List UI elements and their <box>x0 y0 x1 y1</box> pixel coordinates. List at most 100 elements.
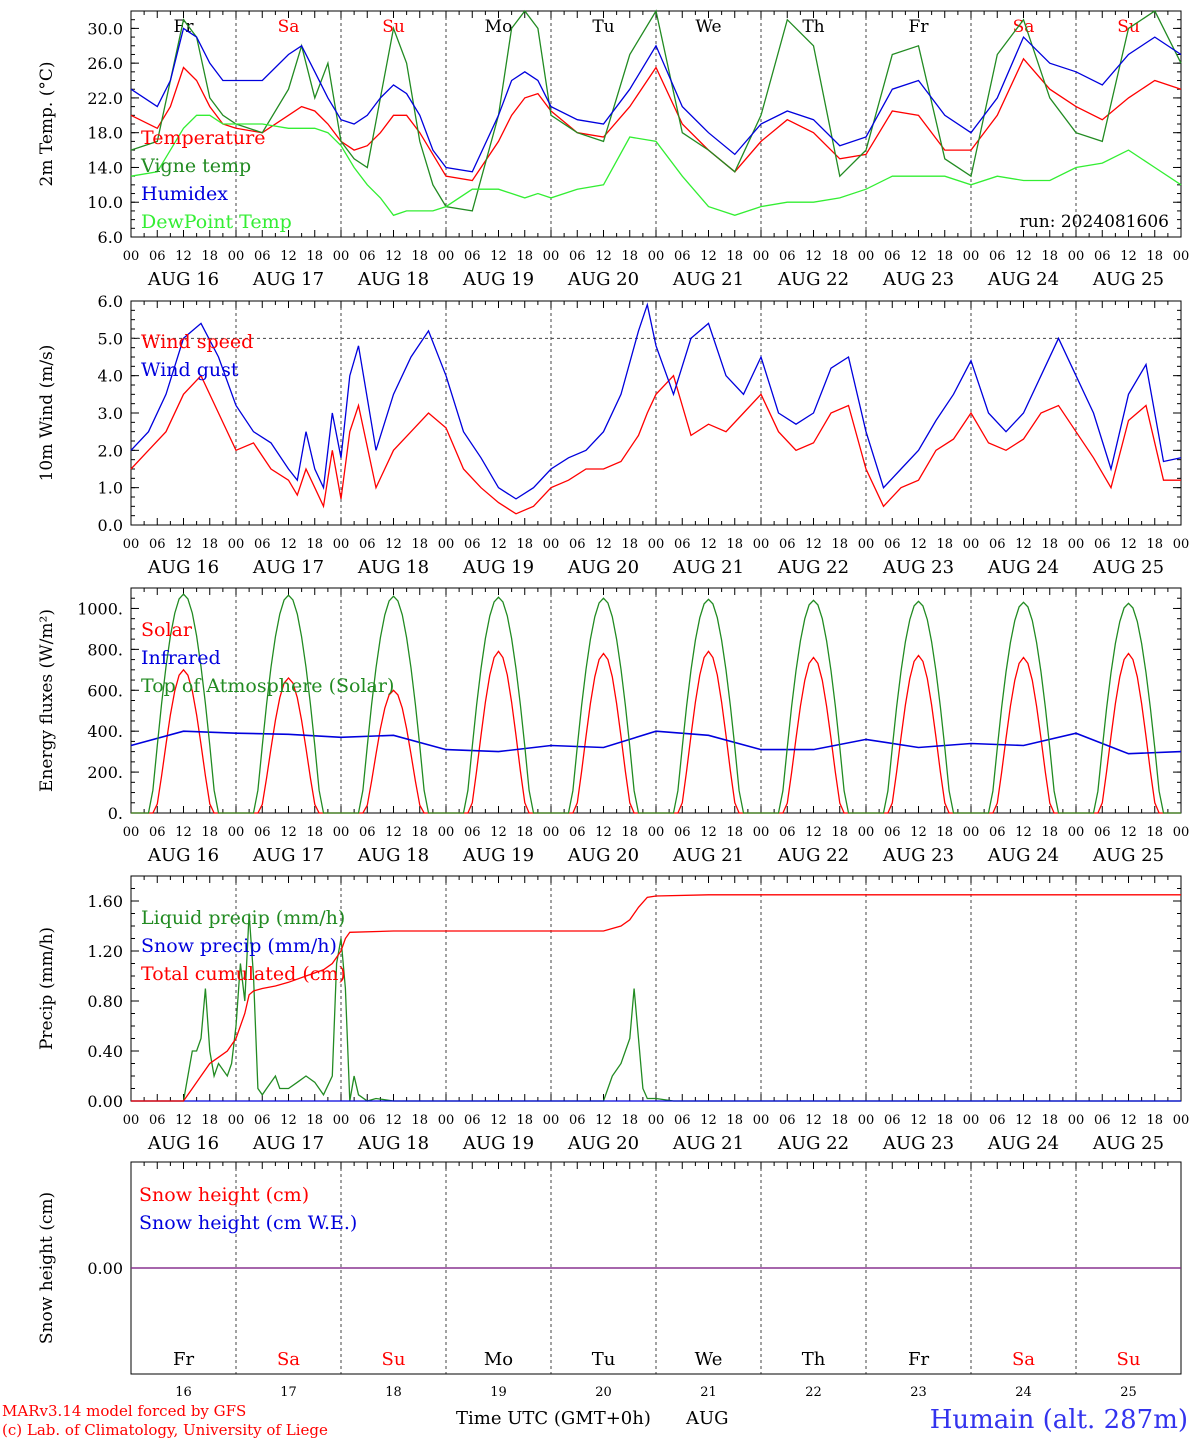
precip-hour-label: 00 <box>753 1113 770 1128</box>
precip-legend-entry: Liquid precip (mm/h) <box>141 907 345 929</box>
energy-hour-label: 00 <box>228 825 245 840</box>
wind-hour-label: 06 <box>884 537 901 552</box>
precip-hour-label: 06 <box>779 1113 796 1128</box>
precip-hour-label: 00 <box>648 1113 665 1128</box>
energy-hour-label: 18 <box>306 825 323 840</box>
energy-hour-label: 06 <box>674 825 691 840</box>
precip-hour-label: 18 <box>621 1113 638 1128</box>
temp-hour-label: 18 <box>1146 249 1163 264</box>
wind-hour-label: 06 <box>254 537 271 552</box>
temp-legend-entry: Vigne temp <box>140 155 251 177</box>
energy-date-label: AUG 23 <box>882 845 954 866</box>
wind-series-wind-gust <box>130 302 1182 500</box>
precip-ytick-label: 1.60 <box>87 892 123 911</box>
temp-hour-label: 00 <box>648 249 665 264</box>
precip-hour-label: 12 <box>385 1113 402 1128</box>
energy-ytick-label: 800. <box>87 640 123 659</box>
energy-hour-label: 06 <box>569 825 586 840</box>
wind-hour-label: 00 <box>648 537 665 552</box>
precip-hour-label: 00 <box>438 1113 455 1128</box>
temp-hour-label: 18 <box>306 249 323 264</box>
wind-date-label: AUG 25 <box>1092 557 1164 578</box>
day-number-label: 21 <box>700 1385 717 1400</box>
x-axis-month: AUG <box>685 1408 729 1429</box>
wind-hour-label: 00 <box>228 537 245 552</box>
day-number-label: 25 <box>1120 1385 1137 1400</box>
energy-date-label: AUG 20 <box>567 845 639 866</box>
wind-hour-label: 06 <box>149 537 166 552</box>
temp-hour-label: 06 <box>254 249 271 264</box>
day-number-label: 19 <box>490 1385 507 1400</box>
panel-energy: 0. 200. 400. 600. 800. 1000. Energy fluxes (W/… <box>37 587 1189 866</box>
precip-ytick-label: 0.00 <box>87 1092 123 1111</box>
temp-legend-entry: Humidex <box>141 183 228 205</box>
precip-hour-label: 12 <box>175 1113 192 1128</box>
snow-weekday-label: Sa <box>1012 1349 1035 1370</box>
energy-ytick-label: 0. <box>108 804 123 823</box>
temp-hour-label: 00 <box>438 249 455 264</box>
energy-hour-label: 18 <box>1041 825 1058 840</box>
wind-hour-label: 18 <box>306 537 323 552</box>
precip-hour-label: 00 <box>228 1113 245 1128</box>
temp-date-label: AUG 20 <box>567 269 639 290</box>
precip-date-label: AUG 21 <box>672 1133 744 1154</box>
energy-hour-label: 00 <box>858 825 875 840</box>
energy-date-label: AUG 17 <box>252 845 324 866</box>
panel-precip: 0.00 0.40 0.80 1.20 1.60 Precip (mm/h) Liquid … <box>37 875 1189 1154</box>
precip-hour-label: 06 <box>674 1113 691 1128</box>
footer-credit: (c) Lab. of Climatology, University of L… <box>2 1421 328 1439</box>
energy-legend-entry: Infrared <box>141 647 221 669</box>
snow-weekday-label: Sa <box>277 1349 300 1370</box>
wind-hour-label: 12 <box>805 537 822 552</box>
energy-hour-label: 06 <box>464 825 481 840</box>
energy-hour-label: 06 <box>1094 825 1111 840</box>
energy-date-label: AUG 25 <box>1092 845 1164 866</box>
precip-hour-label: 00 <box>543 1113 560 1128</box>
temp-date-label: AUG 23 <box>882 269 954 290</box>
wind-hour-label: 00 <box>333 537 350 552</box>
energy-hour-label: 12 <box>700 825 717 840</box>
precip-hour-label: 00 <box>1068 1113 1085 1128</box>
wind-hour-label: 06 <box>464 537 481 552</box>
precip-hour-label: 12 <box>280 1113 297 1128</box>
energy-ylabel: Energy fluxes (W/m²) <box>37 609 57 792</box>
wind-hour-label: 00 <box>858 537 875 552</box>
precip-hour-label: 06 <box>989 1113 1006 1128</box>
precip-hour-label: 06 <box>569 1113 586 1128</box>
temp-hour-label: 18 <box>831 249 848 264</box>
precip-ytick-label: 0.40 <box>87 1042 123 1061</box>
wind-legend-entry: Wind gust <box>141 359 239 381</box>
energy-hour-label: 12 <box>805 825 822 840</box>
snow-weekday-label: Fr <box>908 1349 929 1370</box>
temp-ytick-label: 14.0 <box>87 158 123 177</box>
temp-hour-label: 18 <box>1041 249 1058 264</box>
wind-date-label: AUG 20 <box>567 557 639 578</box>
energy-hour-label: 06 <box>989 825 1006 840</box>
temp-hour-label: 12 <box>805 249 822 264</box>
energy-date-label: AUG 24 <box>987 845 1059 866</box>
wind-ytick-label: 2.0 <box>98 441 123 460</box>
snow-weekday-label: Fr <box>173 1349 194 1370</box>
precip-hour-label: 12 <box>1015 1113 1032 1128</box>
snow-weekday-label: We <box>695 1349 723 1370</box>
wind-hour-label: 06 <box>674 537 691 552</box>
energy-series-infrared <box>130 730 1182 755</box>
temp-hour-label: 06 <box>464 249 481 264</box>
wind-hour-label: 06 <box>1094 537 1111 552</box>
temp-date-label: AUG 25 <box>1092 269 1164 290</box>
temp-ytick-label: 30.0 <box>87 19 123 38</box>
energy-date-label: AUG 18 <box>357 845 429 866</box>
wind-hour-label: 06 <box>359 537 376 552</box>
precip-hour-label: 18 <box>306 1113 323 1128</box>
precip-date-label: AUG 17 <box>252 1133 324 1154</box>
energy-ytick-label: 200. <box>87 763 123 782</box>
wind-hour-label: 18 <box>936 537 953 552</box>
wind-ytick-label: 5.0 <box>98 329 123 348</box>
wind-ytick-label: 3.0 <box>98 404 123 423</box>
temp-ytick-label: 26.0 <box>87 54 123 73</box>
precip-hour-label: 06 <box>254 1113 271 1128</box>
energy-hour-label: 00 <box>333 825 350 840</box>
station-title: Humain (alt. 287m) <box>930 1405 1188 1435</box>
precip-hour-label: 12 <box>490 1113 507 1128</box>
